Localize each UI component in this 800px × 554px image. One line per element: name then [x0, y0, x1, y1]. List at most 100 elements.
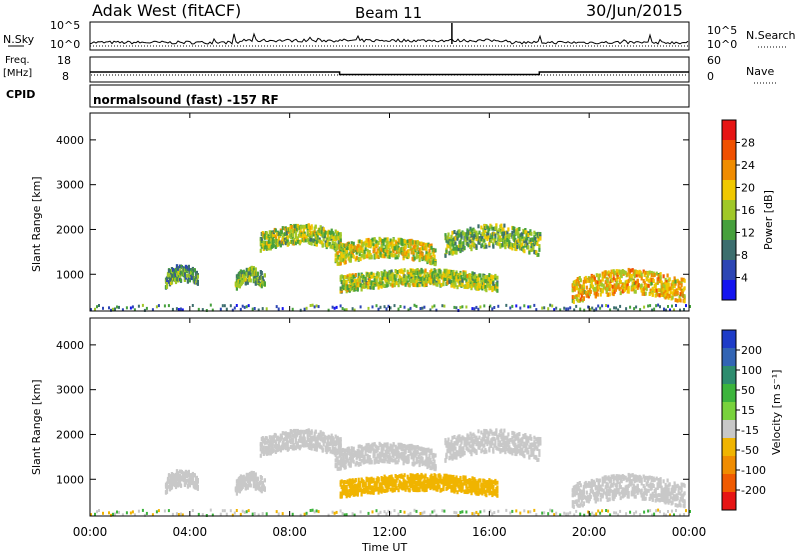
echo-cell — [460, 480, 463, 484]
echo-cell — [454, 441, 457, 446]
echo-cell — [430, 243, 433, 248]
echo-cell — [513, 226, 516, 231]
echo-cell — [403, 253, 406, 258]
echo-cell — [415, 255, 418, 260]
echo-cell — [669, 308, 671, 312]
echo-cell — [404, 282, 407, 287]
echo-cell — [361, 483, 364, 488]
echo-cell — [291, 438, 294, 443]
echo-cell — [184, 264, 187, 269]
echo-cell — [359, 462, 362, 467]
echo-cell — [475, 305, 478, 309]
echo-cell — [498, 242, 501, 247]
echo-cell — [454, 236, 457, 241]
echo-cell — [640, 276, 643, 281]
echo-cell — [260, 271, 263, 275]
echo-cell — [263, 478, 266, 483]
echo-cell — [456, 285, 459, 290]
echo-cell — [238, 489, 241, 494]
echo-cell — [295, 226, 298, 231]
echo-cell — [406, 269, 409, 274]
echo-cell — [260, 441, 263, 446]
echo-cell — [671, 295, 674, 300]
echo-cell — [357, 256, 360, 261]
echo-cell — [529, 305, 532, 309]
echo-cell — [309, 304, 312, 307]
echo-cell — [440, 487, 443, 492]
echo-cell — [407, 271, 410, 276]
echo-cell — [521, 231, 524, 236]
echo-cell — [489, 280, 492, 284]
echo-cell — [613, 270, 616, 275]
echo-cell — [665, 308, 667, 312]
echo-cell — [475, 237, 478, 242]
echo-cell — [263, 273, 266, 278]
echo-cell — [237, 275, 240, 279]
echo-cell — [445, 473, 448, 478]
echo-cell — [313, 238, 316, 243]
echo-cell — [301, 429, 304, 434]
echo-cell — [483, 282, 486, 287]
echo-cell — [373, 452, 376, 457]
echo-cell — [174, 472, 178, 477]
echo-cell — [627, 285, 630, 290]
echo-cell — [340, 479, 343, 484]
echo-cell — [368, 255, 371, 260]
echo-cell — [619, 280, 622, 285]
echo-cell — [426, 274, 429, 279]
echo-cell — [651, 292, 654, 297]
echo-cell — [615, 281, 618, 286]
echo-cell — [416, 473, 419, 477]
echo-cell — [464, 272, 467, 277]
echo-cell — [356, 287, 359, 292]
echo-cell — [349, 463, 352, 468]
echo-cell — [141, 303, 144, 307]
echo-cell — [272, 232, 275, 237]
echo-cell — [381, 239, 384, 243]
echo-cell — [363, 489, 366, 494]
echo-cell — [238, 284, 241, 289]
echo-cell — [420, 254, 423, 259]
echo-cell — [110, 308, 112, 312]
echo-cell — [450, 485, 453, 490]
echo-cell — [377, 273, 380, 278]
echo-cell — [291, 233, 294, 238]
echo-cell — [459, 239, 462, 244]
echo-cell — [487, 235, 490, 240]
echo-cell — [274, 433, 277, 438]
echo-cell — [340, 458, 343, 463]
echo-cell — [621, 283, 624, 287]
echo-cell — [179, 278, 183, 283]
echo-cell — [277, 307, 280, 311]
echo-cell — [392, 249, 395, 254]
echo-cell — [337, 437, 340, 442]
echo-cell — [349, 287, 352, 292]
echo-cell — [575, 285, 578, 290]
echo-cell — [249, 278, 252, 283]
echo-cell — [357, 449, 360, 454]
echo-cell — [397, 307, 400, 311]
echo-cell — [439, 269, 442, 274]
echo-cell — [469, 239, 472, 244]
echo-cell — [245, 305, 248, 309]
echo-cell — [382, 241, 385, 246]
echo-cell — [459, 477, 462, 482]
echo-cell — [635, 273, 638, 278]
echo-cell — [339, 482, 342, 487]
echo-cell — [657, 303, 660, 307]
echo-cell — [377, 478, 380, 483]
echo-cell — [340, 274, 343, 279]
echo-cell — [434, 248, 437, 253]
echo-cell — [683, 308, 685, 311]
echo-cell — [647, 304, 650, 308]
echo-cell — [282, 445, 285, 450]
echo-cell — [259, 453, 262, 458]
echo-cell — [408, 283, 411, 288]
echo-cell — [456, 482, 459, 487]
echo-cell — [452, 250, 455, 255]
echo-cell — [370, 271, 373, 276]
echo-cell — [294, 428, 297, 433]
echo-cell — [292, 237, 295, 242]
echo-cell — [495, 223, 498, 228]
echo-cell — [267, 246, 270, 251]
